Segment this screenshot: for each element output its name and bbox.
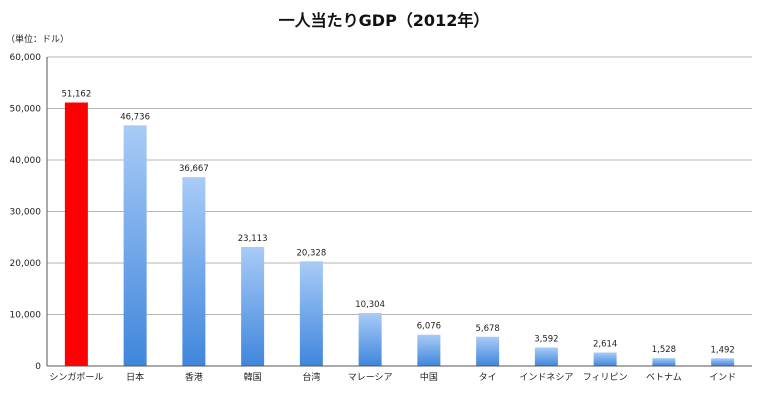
- data-label: 3,592: [534, 335, 558, 345]
- x-tick-label: シンガポール: [49, 372, 103, 383]
- y-tick-label: 40,000: [10, 156, 42, 166]
- x-tick-label: 韓国: [244, 372, 262, 383]
- data-label: 46,736: [120, 112, 150, 122]
- x-tick-label: 香港: [185, 371, 203, 383]
- data-label: 2,614: [593, 340, 617, 350]
- x-axis-categories: シンガポール 日本 香港 韓国 台湾 マレーシア 中国 タイ インドネシア フィリピン ベトナム イン…: [49, 371, 736, 383]
- x-tick-label: インド: [709, 373, 736, 383]
- x-tick-label: マレーシア: [348, 373, 393, 383]
- value-labels: 51,162 46,736 36,667 23,113 20,328 10,304 6,07…: [62, 90, 735, 356]
- bar: [182, 177, 206, 366]
- x-tick-label: 中国: [420, 371, 438, 383]
- bar: [358, 312, 382, 366]
- x-tick-label: フィリピン: [583, 372, 628, 383]
- x-tick-label: インドネシア: [519, 372, 573, 383]
- bars: [64, 102, 735, 367]
- chart-title: 一人当たりGDP（2012年）: [279, 11, 490, 30]
- gridlines: [47, 56, 752, 315]
- unit-label: （単位：ドル）: [6, 33, 69, 45]
- data-label: 36,667: [179, 164, 209, 174]
- bar: [123, 125, 147, 366]
- bar: [711, 358, 735, 366]
- bar: [476, 336, 500, 366]
- y-tick-label: 60,000: [10, 53, 42, 63]
- y-tick-label: 20,000: [10, 259, 42, 269]
- y-tick-label: 30,000: [10, 208, 42, 218]
- x-tick-label: 日本: [126, 371, 144, 383]
- bar: [64, 102, 88, 367]
- data-label: 1,528: [652, 345, 676, 355]
- y-tick-label: 10,000: [10, 311, 42, 321]
- data-label: 5,678: [475, 324, 499, 334]
- data-label: 20,328: [297, 248, 327, 258]
- y-axis-ticks: 0 10,000 20,000 30,000 40,000 50,000 60,000: [10, 53, 42, 372]
- x-tick-label: ベトナム: [646, 372, 682, 383]
- y-tick-label: 50,000: [10, 105, 42, 115]
- bar: [241, 246, 265, 366]
- bar: [299, 261, 323, 366]
- data-label: 1,492: [710, 345, 734, 355]
- y-tick-label: 0: [35, 362, 41, 372]
- data-label: 51,162: [62, 90, 92, 100]
- data-label: 23,113: [238, 234, 268, 244]
- x-tick-label: 台湾: [302, 371, 320, 383]
- bar: [417, 334, 441, 366]
- data-label: 6,076: [417, 322, 441, 332]
- data-label: 10,304: [355, 300, 385, 310]
- bar: [534, 347, 558, 366]
- bar: [593, 352, 617, 366]
- x-tick-label: タイ: [479, 372, 497, 383]
- bar: [652, 358, 676, 366]
